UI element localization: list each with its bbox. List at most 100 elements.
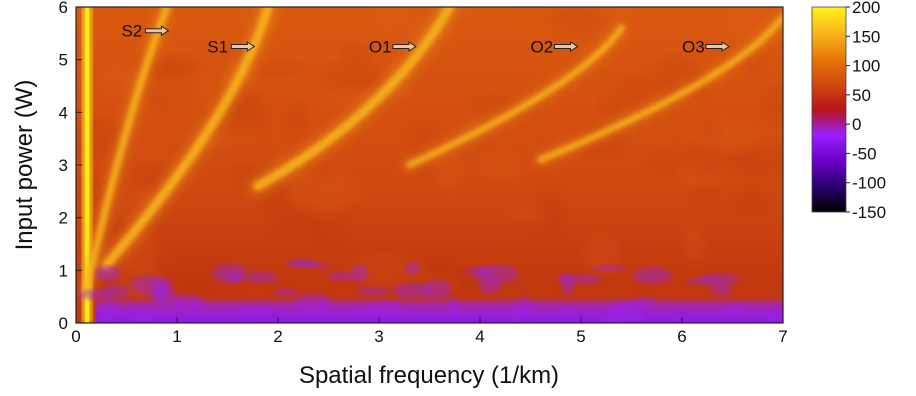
heatmap-texture-blob bbox=[96, 64, 142, 97]
annotation-s1: S1 bbox=[207, 38, 228, 57]
low-power-texture-blob bbox=[94, 265, 121, 282]
colorbar-tick-label: 50 bbox=[852, 86, 871, 105]
colorbar-tick-label: 150 bbox=[852, 27, 880, 46]
low-power-texture-blob bbox=[293, 293, 333, 314]
colorbar-tick-label: 0 bbox=[852, 115, 861, 134]
heatmap-texture-blob bbox=[536, 187, 566, 236]
annotation-arrow-s1 bbox=[230, 41, 256, 52]
low-power-texture-blob bbox=[274, 288, 297, 296]
low-power-texture-blob bbox=[212, 264, 247, 283]
low-frequency-stripe-core bbox=[85, 7, 90, 323]
annotation-o1: O1 bbox=[369, 38, 392, 57]
annotation-arrow-o2 bbox=[554, 41, 579, 52]
low-power-texture-blob bbox=[254, 308, 272, 317]
heatmap-texture-blob bbox=[729, 184, 774, 214]
low-power-texture-blob bbox=[125, 307, 159, 323]
low-power-texture-blob bbox=[102, 284, 130, 299]
low-power-texture-blob bbox=[244, 271, 278, 284]
low-power-texture-blob bbox=[357, 287, 390, 296]
heatmap-texture-blob bbox=[616, 73, 653, 107]
heatmap-texture-blob bbox=[685, 118, 761, 154]
y-tick-label: 1 bbox=[59, 261, 68, 280]
heatmap-texture-blob bbox=[507, 207, 548, 223]
feature-band-o1 bbox=[253, 7, 455, 191]
colorbar-tick-label: 100 bbox=[852, 57, 880, 76]
y-axis-title: Input power (W) bbox=[11, 80, 38, 251]
low-power-texture-blob bbox=[422, 279, 452, 299]
heatmap-texture-blob bbox=[374, 7, 406, 34]
low-power-texture-blob bbox=[130, 275, 170, 295]
feature-band-s1 bbox=[101, 7, 273, 270]
annotation-arrow-s2 bbox=[144, 25, 170, 37]
low-power-texture-blob bbox=[328, 271, 356, 281]
heatmap-texture-blob bbox=[550, 7, 605, 30]
x-tick-label: 2 bbox=[273, 327, 282, 346]
feature-band-o2 bbox=[406, 25, 625, 168]
heatmap-texture-blob bbox=[131, 149, 175, 162]
low-power-texture-blob bbox=[561, 307, 576, 316]
low-power-texture-blob bbox=[685, 277, 720, 285]
heatmap-texture-blob bbox=[164, 283, 220, 299]
heatmap-texture-blob bbox=[598, 95, 627, 116]
low-power-texture-blob bbox=[665, 313, 682, 321]
heatmap-texture-blob bbox=[695, 149, 764, 178]
x-tick-label: 4 bbox=[475, 327, 484, 346]
colorbar: 200 150 100 50 0 -50 -100 -150 bbox=[811, 0, 886, 222]
low-power-band-texture bbox=[78, 259, 783, 323]
y-tick-label: 3 bbox=[59, 156, 68, 175]
y-axis: 0 1 2 3 4 5 6 bbox=[59, 0, 82, 333]
low-power-texture-blob bbox=[350, 264, 369, 282]
y-tick-label: 4 bbox=[59, 103, 68, 122]
heatmap-texture-blob bbox=[436, 149, 463, 194]
heatmap-texture-blob bbox=[133, 163, 167, 190]
colorbar-tick-label: -50 bbox=[852, 144, 877, 163]
heatmap-texture-blob bbox=[144, 62, 198, 109]
x-tick-label: 1 bbox=[172, 327, 181, 346]
y-tick-label: 0 bbox=[59, 314, 68, 333]
low-power-texture-blob bbox=[465, 266, 495, 277]
low-power-texture-blob bbox=[711, 283, 732, 296]
low-power-texture-blob bbox=[606, 301, 630, 318]
annotation-o2: O2 bbox=[531, 38, 554, 57]
low-power-texture-blob bbox=[404, 261, 421, 275]
heatmap-texture-blob bbox=[269, 206, 320, 239]
heatmap-texture-blob bbox=[761, 85, 783, 123]
feature-band-s2 bbox=[82, 7, 171, 295]
colorbar-tick-label: 200 bbox=[852, 0, 880, 17]
y-tick-label: 2 bbox=[59, 209, 68, 228]
heatmap-texture-blob bbox=[76, 175, 108, 204]
heatmap-texture-blob bbox=[466, 95, 515, 112]
low-power-texture-blob bbox=[391, 282, 433, 299]
plot-area bbox=[76, 7, 783, 323]
heatmap-texture-blob bbox=[409, 121, 436, 143]
colorbar-tick-label: -100 bbox=[852, 174, 886, 193]
low-power-texture-blob bbox=[288, 261, 332, 268]
heatmap-texture-blob bbox=[283, 99, 307, 134]
heatmap-texture-blob bbox=[350, 253, 425, 286]
x-axis-title: Spatial frequency (1/km) bbox=[299, 362, 559, 389]
heatmap-texture-blob bbox=[695, 120, 721, 139]
x-tick-label: 3 bbox=[374, 327, 383, 346]
heatmap-features bbox=[78, 7, 783, 323]
low-power-texture-blob bbox=[763, 309, 783, 322]
heatmap-texture-blob bbox=[583, 234, 619, 274]
colorbar-tick-label: -150 bbox=[852, 203, 886, 222]
low-power-texture-blob bbox=[171, 294, 200, 311]
low-power-texture-blob bbox=[561, 276, 575, 294]
annotation-o3: O3 bbox=[682, 38, 705, 57]
low-power-texture-blob bbox=[365, 300, 403, 317]
colorbar-gradient bbox=[811, 6, 847, 213]
y-tick-label: 6 bbox=[59, 0, 68, 17]
annotation-s2: S2 bbox=[121, 22, 142, 41]
low-power-texture-blob bbox=[592, 265, 626, 272]
y-tick-label: 5 bbox=[59, 51, 68, 70]
x-tick-label: 7 bbox=[778, 327, 787, 346]
low-power-texture-blob bbox=[631, 296, 656, 307]
annotation-arrow-o1 bbox=[392, 41, 417, 52]
x-tick-label: 0 bbox=[71, 327, 80, 346]
heatmap-texture-blob bbox=[248, 61, 306, 77]
low-power-texture-blob bbox=[633, 267, 672, 284]
low-power-texture-blob bbox=[447, 298, 460, 318]
x-tick-label: 6 bbox=[677, 327, 686, 346]
